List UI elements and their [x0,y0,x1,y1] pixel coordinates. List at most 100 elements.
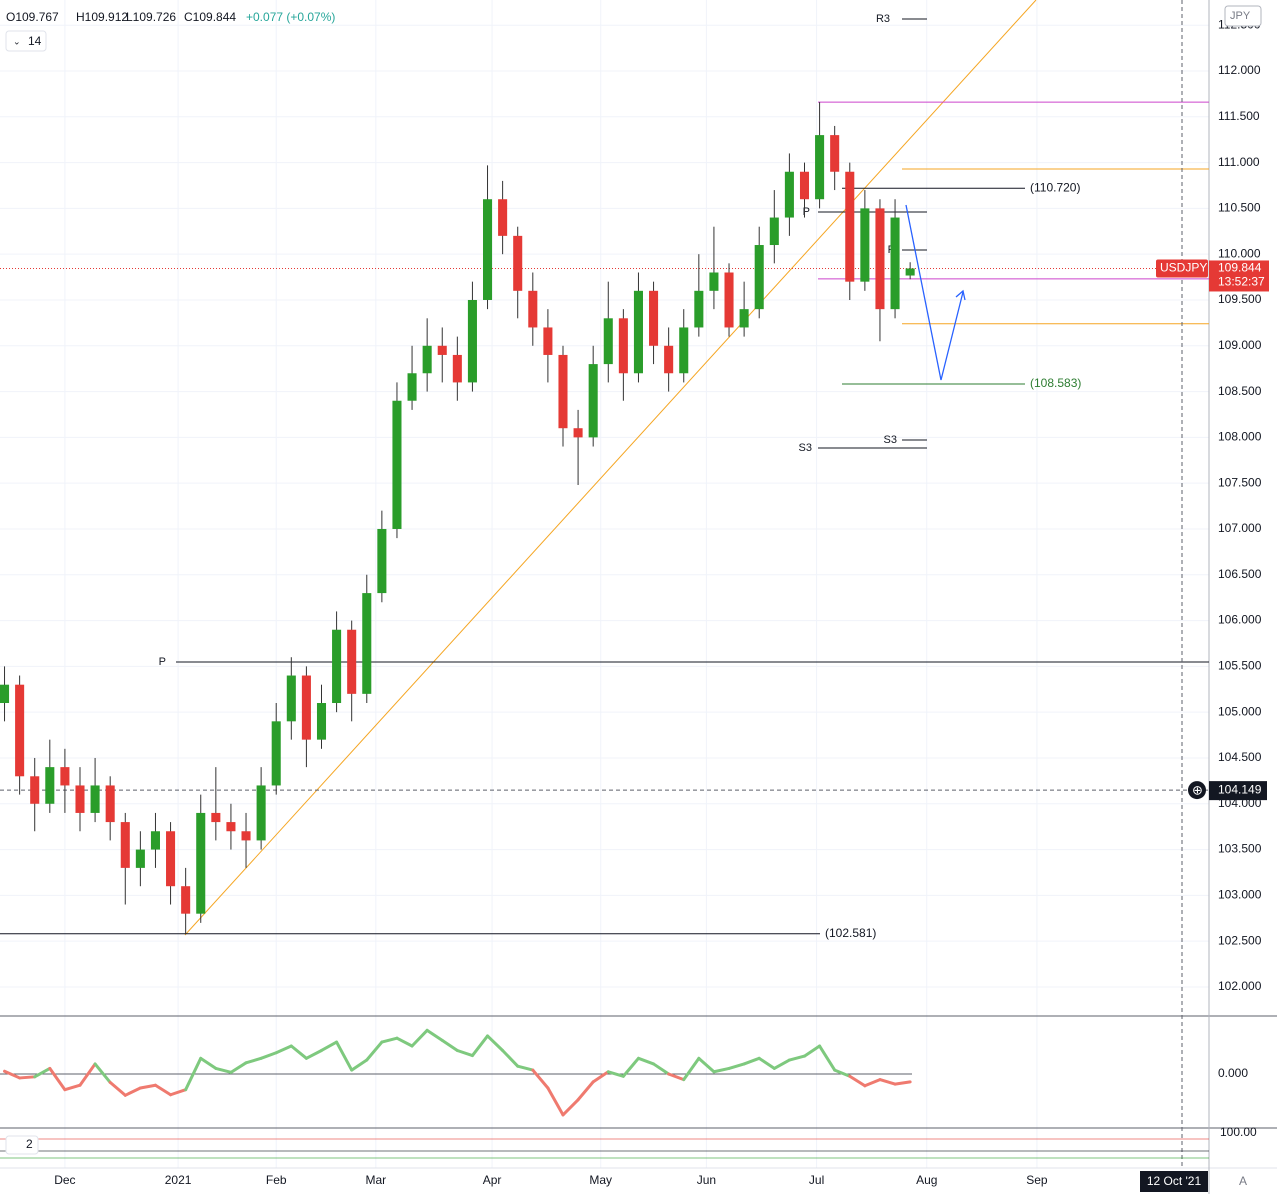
osc-segment [138,1083,157,1090]
candle-body [166,831,176,887]
candle-body [467,299,477,383]
osc-segment [470,1034,490,1058]
osc-segment [516,1064,535,1072]
symbol-label: USDJPY [1160,261,1207,275]
osc-segment [229,1061,248,1074]
candle-body [875,208,885,310]
candle-body [649,290,659,346]
candle-body [754,245,764,310]
projection-arrow [905,204,964,381]
osc-segment [652,1062,671,1076]
osc-segment [259,1051,278,1060]
osc-segment [274,1044,293,1055]
candle-body [633,290,643,374]
x-tick-label: 2021 [165,1173,192,1187]
osc-segment [199,1056,218,1070]
countdown-label: 13:52:37 [1218,275,1265,289]
candle-body [256,785,266,841]
osc-segment [621,1056,640,1078]
candle-body [271,721,281,786]
osc-segment [395,1036,414,1048]
candle-body [860,208,870,282]
y-tick-label: 110.000 [1218,246,1261,260]
header-low: L109.726 [126,10,176,24]
candle-body [543,327,553,355]
osc-segment [48,1066,67,1092]
candle-body [769,217,779,246]
y-tick-label: 107.000 [1218,521,1262,535]
crosshair-icon [1188,781,1206,800]
candle-body [181,886,191,914]
osc-segment [697,1056,716,1074]
osc-segment [410,1028,429,1048]
candle-body [498,199,508,236]
arrow-head [955,289,966,301]
candle-body [679,327,689,374]
osc-segment [757,1056,776,1070]
osc-segment [3,1069,22,1080]
osc-segment [606,1070,625,1078]
osc-segment [833,1068,852,1078]
osc-segment [440,1038,459,1052]
grid [0,0,1209,1168]
candle-body [588,364,598,438]
candle-body [75,785,85,813]
header-high: H109.912 [76,10,128,24]
candle-body [513,235,523,291]
osc-segment [486,1034,505,1052]
crosshair-price-label: 104.149 [1218,782,1262,796]
osc-segment [153,1083,173,1097]
candle-body [332,629,342,704]
osc-segment [712,1066,731,1074]
currency-label: JPY [1230,10,1251,22]
osc-segment [350,1058,369,1072]
osc-segment [455,1048,474,1058]
candle-body [347,629,357,694]
candle-body [407,373,417,401]
osc-segment [878,1078,897,1086]
crosshair-date-tag [1140,1171,1208,1192]
crosshair-price-tag [1209,781,1267,801]
candle-body [60,767,70,786]
lower-pane-label: 100.00 [1220,1125,1257,1139]
symbol-tag [1156,259,1208,278]
candle-body [724,272,734,328]
crosshair-date-label: 12 Oct '21 [1147,1174,1202,1188]
y-tick-label: 106.500 [1218,567,1262,581]
osc-segment [682,1056,701,1082]
pivot-label: P [803,206,810,218]
candle-body [0,684,10,704]
period-box[interactable] [5,30,47,52]
x-tick-label: Sep [1026,1173,1048,1187]
candle-body [603,318,613,365]
header-close: C109.844 [184,10,236,24]
candle-body [30,776,40,804]
y-tick-label: 108.500 [1218,384,1262,398]
y-tick-label: 109.500 [1218,292,1262,306]
indicator-box [5,1135,39,1155]
candle-body [664,345,674,374]
candle-body [437,345,447,355]
candle-body [890,217,900,310]
candle-body [558,354,568,429]
candle-body [120,822,130,868]
osc-segment [78,1062,97,1087]
x-tick-label: May [589,1173,612,1187]
osc-segment [33,1066,52,1079]
y-tick-label: 111.000 [1218,155,1260,169]
trendline [184,0,1037,936]
level-label: (110.720) [1030,180,1080,194]
candle-body [815,135,825,200]
candle-body [316,703,327,740]
x-tick-label: Feb [266,1173,287,1187]
osc-segment [501,1048,520,1068]
osc-segment [214,1066,233,1074]
osc-segment [123,1086,142,1097]
osc-segment [787,1054,806,1062]
y-tick-label: 102.000 [1218,979,1262,993]
header: O109.767 H109.912 L109.726 C109.844 +0.0… [5,10,335,52]
x-tick-label: Dec [54,1173,75,1187]
osc-segment [727,1062,746,1070]
osc-tick-label: 0.000 [1218,1066,1248,1080]
header-open: O109.767 [6,10,59,24]
